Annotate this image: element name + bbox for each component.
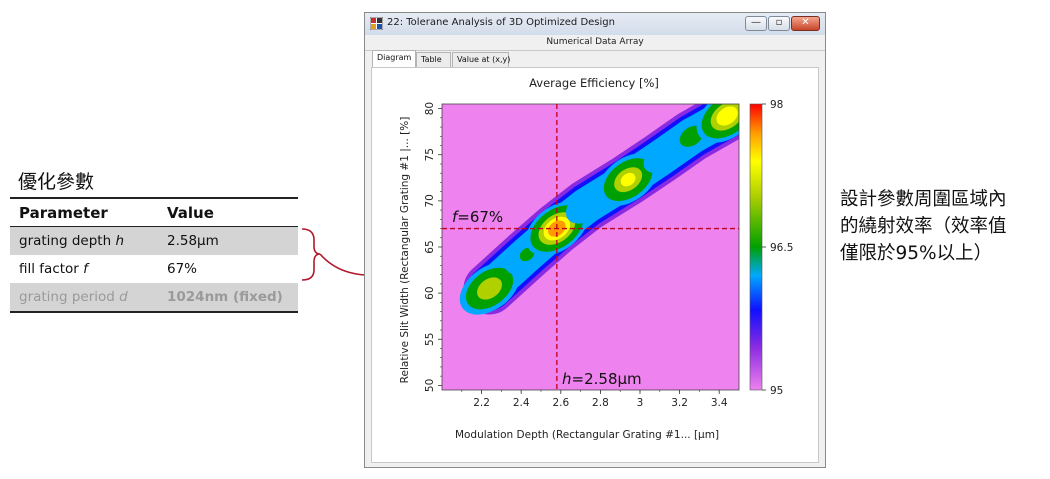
minimize-button[interactable]: — xyxy=(745,16,767,31)
h-value: =2.58μm xyxy=(572,370,642,388)
param-name: grating depth h xyxy=(19,233,124,249)
f-annotation: f=67% xyxy=(452,208,503,226)
param-row-fill-factor: fill factor f 67% xyxy=(10,255,298,283)
x-tick-label: 2.2 xyxy=(473,397,490,409)
h-symbol: h xyxy=(562,370,572,388)
plot-panel: Average Efficiency [%] 2.2 2.4 2.6 2.8 3 3.2 3… xyxy=(371,67,819,463)
h-annotation: h=2.58μm xyxy=(562,370,642,388)
app-window: 22: Tolerane Analysis of 3D Optimized De… xyxy=(364,12,826,468)
params-table: Parameter Value grating depth h 2.58μm f… xyxy=(10,197,298,313)
param-symbol: h xyxy=(115,233,125,249)
x-tick-label: 3.4 xyxy=(711,397,728,409)
app-icon xyxy=(370,17,383,30)
param-label: grating depth xyxy=(19,233,116,249)
heat-layer xyxy=(458,104,739,320)
window-titlebar[interactable]: 22: Tolerane Analysis of 3D Optimized De… xyxy=(365,13,825,35)
params-header-row: Parameter Value xyxy=(10,197,298,227)
efficiency-contour xyxy=(620,172,636,187)
note-line-2: 的繞射效率（效率值 xyxy=(840,216,1007,237)
f-symbol: f xyxy=(452,208,460,226)
colorbar-tick-label: 98 xyxy=(770,99,783,111)
x-tick-label: 2.6 xyxy=(552,397,569,409)
params-header-parameter: Parameter xyxy=(19,204,108,222)
y-tick-label: 65 xyxy=(424,240,436,253)
efficiency-note: 設計參數周圍區域內 的繞射效率（效率值 僅限於95%以上） xyxy=(840,186,1048,267)
colorbar xyxy=(749,103,763,391)
tab-table[interactable]: Table xyxy=(416,52,451,67)
efficiency-heatmap-chart[interactable]: Average Efficiency [%] 2.2 2.4 2.6 2.8 3 3.2 3… xyxy=(372,68,818,462)
y-tick-label: 60 xyxy=(424,286,436,299)
crosshair xyxy=(442,104,739,390)
maximize-button[interactable]: ▫ xyxy=(768,16,790,31)
y-tick-label: 80 xyxy=(424,102,436,115)
y-tick-label: 75 xyxy=(424,148,436,161)
tab-value-at-xy[interactable]: Value at (x,y) xyxy=(452,52,510,67)
f-value: =67% xyxy=(457,208,503,226)
colorbar-tick-label: 96.5 xyxy=(770,242,793,254)
x-tick-label: 3 xyxy=(637,397,644,409)
x-tick-label: 2.4 xyxy=(513,397,530,409)
efficiency-contour xyxy=(565,187,608,224)
param-name: grating period d xyxy=(19,289,128,305)
tab-diagram[interactable]: Diagram xyxy=(372,50,416,67)
colorbar-tick-label: 95 xyxy=(770,385,783,397)
bracket xyxy=(301,228,321,281)
efficiency-contour xyxy=(643,144,676,173)
param-row-period: grating period d 1024nm (fixed) xyxy=(10,283,298,313)
params-title: 優化參數 xyxy=(18,171,95,193)
window-subtitle: Numerical Data Array xyxy=(365,35,825,51)
efficiency-contour xyxy=(477,277,502,300)
param-value: 67% xyxy=(167,261,198,277)
param-value: 2.58μm xyxy=(167,233,219,249)
x-axis-label: Modulation Depth (Rectangular Grating #1… xyxy=(455,429,719,441)
param-symbol: d xyxy=(119,289,128,305)
param-value: 1024nm (fixed) xyxy=(167,289,283,305)
y-tick-label: 50 xyxy=(424,379,436,392)
axes: 2.2 2.4 2.6 2.8 3 3.2 3.4 50 55 60 65 70 75 80 xyxy=(424,102,728,409)
note-line-3: 僅限於95%以上） xyxy=(840,243,993,264)
note-line-1: 設計參數周圍區域內 xyxy=(840,189,1007,210)
x-tick-label: 3.2 xyxy=(671,397,688,409)
chart-title: Average Efficiency [%] xyxy=(529,76,659,90)
window-title: 22: Tolerane Analysis of 3D Optimized De… xyxy=(387,17,615,28)
plot-area xyxy=(442,104,739,390)
close-button[interactable]: ✕ xyxy=(791,16,820,31)
x-tick-label: 2.8 xyxy=(592,397,609,409)
efficiency-contour xyxy=(716,106,738,126)
y-axis-label: Relative Slit Width (Rectangular Grating… xyxy=(399,117,411,384)
colorbar-ticks: 98 96.5 95 xyxy=(762,99,793,397)
param-label: fill factor xyxy=(19,261,84,277)
y-tick-label: 70 xyxy=(424,194,436,207)
params-header-value: Value xyxy=(167,204,214,222)
param-label: grating period xyxy=(19,289,120,305)
param-symbol: f xyxy=(83,261,88,277)
param-row-depth: grating depth h 2.58μm xyxy=(10,227,298,255)
param-name: fill factor f xyxy=(19,261,88,277)
y-tick-label: 55 xyxy=(424,333,436,346)
